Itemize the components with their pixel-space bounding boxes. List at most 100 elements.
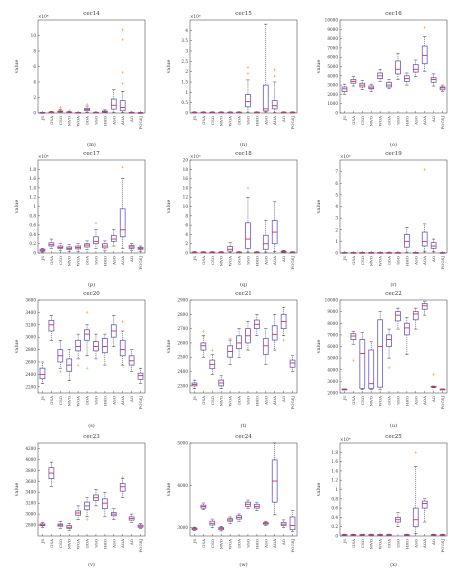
box-AOA <box>271 442 278 516</box>
y-tick-label: 1.4 <box>331 468 338 473</box>
y-tick-label: 0.8 <box>331 496 338 501</box>
box-CSO <box>359 533 366 536</box>
box-body <box>227 246 233 252</box>
box-SSO <box>93 111 99 114</box>
x-tick-label: GSA <box>351 396 356 405</box>
box-CSO: + <box>209 348 216 375</box>
x-tick-label: CSO <box>360 115 365 125</box>
x-tick-label: MVO <box>67 395 72 406</box>
x-tick-label: AOA <box>120 539 125 549</box>
subplot-title: cec19 <box>385 151 402 157</box>
outlier-point: + <box>273 67 277 73</box>
x-tick-label: ASO <box>111 255 116 266</box>
x-tick-label: WOA <box>378 256 383 266</box>
box-ASO <box>412 307 419 330</box>
x-tick-label: SSO <box>245 115 250 124</box>
y-tick-label: 2500 <box>177 355 188 360</box>
outlier-point: + <box>121 319 125 325</box>
subplot-caption: (s) <box>88 422 95 429</box>
x-tick-label: SSO <box>245 538 250 547</box>
box-GOA <box>386 79 392 90</box>
x-tick-label: FOGSJ <box>290 116 295 130</box>
x-tick-label: SSO <box>395 115 400 124</box>
x-tick-label: CSO <box>58 395 63 405</box>
box-AOA: ++ <box>271 67 278 113</box>
x-tick-label: SSO <box>245 395 250 404</box>
x-tick-label: GOA <box>387 396 392 405</box>
x-tick-label: AO <box>129 538 134 546</box>
box-GSA <box>350 76 357 87</box>
box-body <box>289 359 296 368</box>
box-GSA: ++ <box>200 329 207 358</box>
y-tick-label: 4 <box>185 28 188 33</box>
box-WOA <box>75 505 81 520</box>
box-AOA: + <box>119 164 126 249</box>
subplot-title: cec15 <box>235 11 252 17</box>
box-GSA <box>200 502 207 511</box>
y-tick-label: 6 <box>33 64 36 69</box>
x-tick-label: JS <box>342 256 347 262</box>
box-SSO <box>395 512 401 527</box>
y-tick-label: 5000 <box>177 441 188 446</box>
box-body <box>119 100 126 112</box>
y-tick-label: 1.2 <box>29 195 36 200</box>
x-tick-label: MVO <box>219 115 224 126</box>
y-tick-label: 0 <box>335 111 338 116</box>
outlier-point: + <box>246 65 250 71</box>
box-FOGSJ <box>137 523 144 529</box>
box-JS <box>191 251 198 254</box>
x-tick-label: GSA <box>201 396 206 405</box>
y-tick-label: 2200 <box>25 384 36 389</box>
axis-exponent: ×10⁴ <box>38 154 49 159</box>
box-AOA: + + + + <box>119 27 126 113</box>
y-tick-label: 5000 <box>327 64 338 69</box>
y-tick-label: 3000 <box>327 83 338 88</box>
box-CSO <box>57 243 64 251</box>
box-HHO <box>254 314 260 337</box>
x-tick-label: CSO <box>210 538 215 548</box>
box-JS <box>341 83 348 95</box>
box-FOGSJ <box>439 533 446 536</box>
x-tick-label: GOA <box>237 396 242 405</box>
box-GSA <box>48 315 55 341</box>
y-tick-label: 0.6 <box>29 223 36 228</box>
x-tick-label: AO <box>281 538 286 546</box>
box-GOA <box>84 240 90 250</box>
box-GOA: + <box>84 102 90 113</box>
x-tick-label: HHO <box>404 395 409 406</box>
x-tick-label: JS <box>40 256 45 262</box>
box-body <box>404 322 410 336</box>
subplot-caption: (v) <box>88 561 95 568</box>
outlier-point: + <box>121 81 125 87</box>
y-tick-label: 4 <box>33 80 36 85</box>
box-CSO: + <box>57 340 64 375</box>
box-JS <box>341 388 348 391</box>
x-tick-label: MVO <box>369 395 374 406</box>
y-tick-label: 7 <box>335 169 338 174</box>
y-tick-label: 3.5 <box>181 38 188 43</box>
box-WOA <box>75 111 81 114</box>
box-body <box>395 60 401 75</box>
x-tick-label: WOA <box>76 396 81 406</box>
x-tick-label: MVO <box>67 255 72 266</box>
x-tick-label: GOA <box>387 539 392 548</box>
box-MVO <box>368 83 375 92</box>
y-tick-label: 1 <box>33 204 36 209</box>
y-tick-label: 2400 <box>25 372 36 377</box>
box-JS <box>39 522 46 528</box>
x-tick-label: GOA <box>237 539 242 548</box>
x-tick-label: FOGSJ <box>440 396 445 410</box>
box-body <box>262 84 269 112</box>
box-WOA <box>227 242 233 253</box>
subplot-title: cec20 <box>83 291 100 297</box>
x-tick-label: HHO <box>254 538 259 549</box>
x-tick-label: AOA <box>272 539 277 549</box>
y-axis-label: value <box>316 340 322 355</box>
box-HHO <box>254 251 260 254</box>
y-tick-label: 3200 <box>25 501 36 506</box>
box-body <box>412 507 419 528</box>
y-tick-label: 3800 <box>25 468 36 473</box>
box-AOA: + <box>119 474 126 498</box>
x-tick-label: AOA <box>120 396 125 406</box>
y-tick-label: 2800 <box>177 312 188 317</box>
